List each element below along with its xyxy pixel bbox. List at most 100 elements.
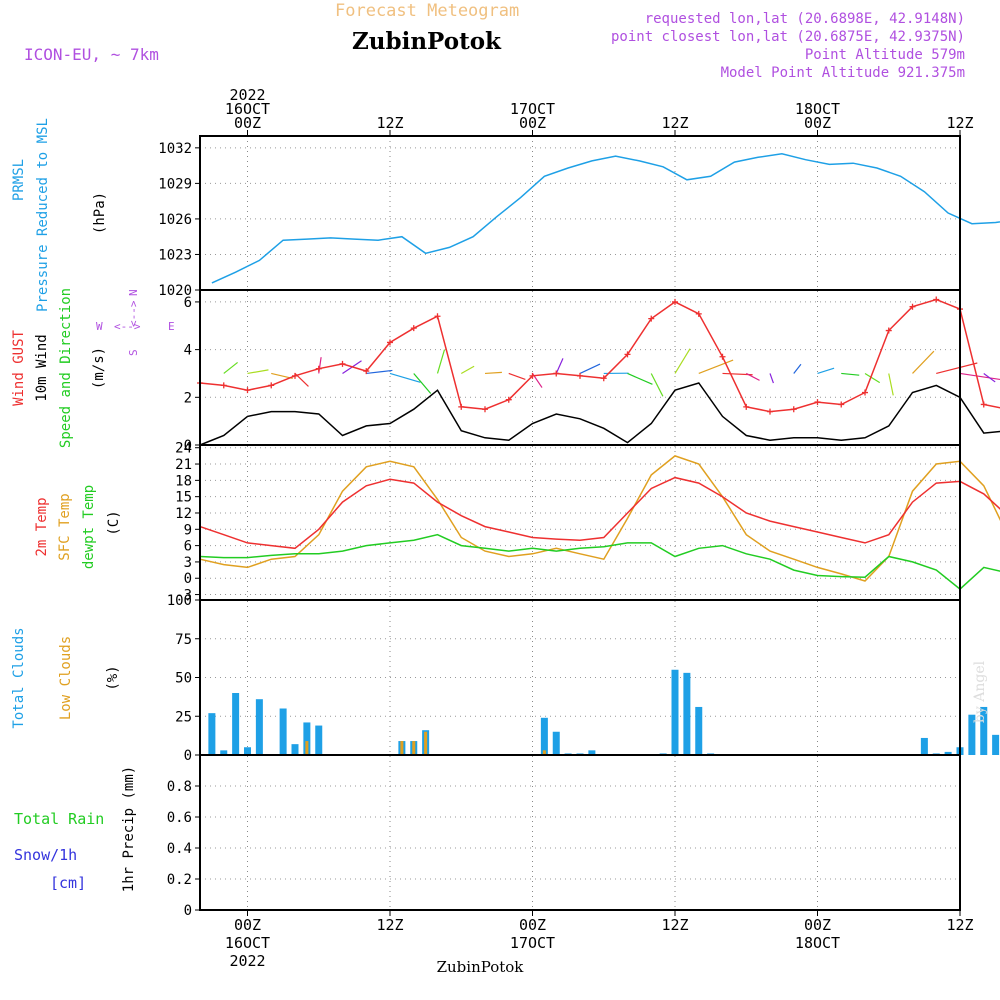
data-layer <box>197 153 1000 911</box>
ytick-label: 12 <box>175 506 192 522</box>
low-cloud-bar <box>305 741 309 755</box>
wind-direction-arrow <box>745 372 760 381</box>
wind-direction-arrow <box>484 371 502 375</box>
model-label: ICON-EU, ~ 7km <box>24 45 159 64</box>
time-tick-label-bottom: 17OCT <box>510 934 555 952</box>
wind-gust-marker <box>695 310 702 317</box>
time-tick-label-top: 16OCT <box>225 100 270 118</box>
compass-s: S <box>127 349 140 356</box>
total-cloud-bar <box>588 750 596 755</box>
wind-gust-marker <box>862 389 868 396</box>
wind-10m-line <box>199 382 1000 446</box>
compass-e: E <box>168 320 175 333</box>
time-tick-label-bottom: 00Z <box>234 916 261 934</box>
wind-gust-marker <box>600 375 607 382</box>
ytick-label: 0 <box>184 903 192 919</box>
2m-temp-line <box>199 476 1000 550</box>
wind-gust-marker <box>624 351 631 358</box>
wind-gust-marker <box>577 372 583 379</box>
wind-direction-arrow <box>959 372 1000 381</box>
compass-arrow-ns: <--> <box>127 300 140 327</box>
total-cloud-bar <box>980 706 988 755</box>
wind-direction-arrow <box>793 363 802 374</box>
time-tick-label-top: 17OCT <box>510 100 555 118</box>
ytick-label: 75 <box>175 632 192 648</box>
wind-gust-marker <box>838 401 845 408</box>
wind-gust-marker <box>885 327 892 334</box>
ytick-label: 21 <box>175 457 192 473</box>
total-cloud-bar <box>540 717 548 755</box>
time-tick-label-bottom: 12Z <box>946 916 973 934</box>
time-tick-label-top: 12Z <box>946 114 973 132</box>
time-tick-label-top: 12Z <box>376 114 403 132</box>
wind-unit: (m/s) <box>91 347 107 389</box>
wind-gust-marker <box>909 303 916 310</box>
ytick-label: 25 <box>175 709 192 725</box>
clouds-total-label: Total Clouds <box>11 627 27 728</box>
time-tick-label-top: 12Z <box>661 114 688 132</box>
wind-gust-marker <box>648 315 655 322</box>
panel-frames <box>199 135 961 911</box>
wind-gust-marker <box>814 399 821 406</box>
product-title: Forecast Meteogram <box>335 1 519 21</box>
panel-frame-precip <box>199 754 961 911</box>
wind-direction-arrow <box>817 367 835 375</box>
ytick-label: 1032 <box>158 141 192 157</box>
wind-gust-line <box>199 298 1000 413</box>
time-tick-label-top: 00Z <box>519 114 546 132</box>
pressure-label-1: PRMSL <box>11 159 27 201</box>
ytick-label: 9 <box>184 522 192 538</box>
compass-n: N <box>127 289 140 296</box>
temp-dew-label: dewpt Temp <box>81 485 97 569</box>
wind-gust-marker <box>743 403 750 410</box>
time-tick-label-bottom: 18OCT <box>795 934 840 952</box>
time-tick-label-bottom: 2022 <box>229 952 265 970</box>
total-cloud-bar <box>944 751 952 755</box>
ytick-label: 50 <box>175 671 192 687</box>
time-tick-label-top: 18OCT <box>795 100 840 118</box>
dewpt-temp-line <box>199 533 1000 591</box>
wind-direction-arrow <box>366 369 393 375</box>
ytick-label: 0.4 <box>167 841 192 857</box>
wind-compass: W <--> E <--> N S <box>96 289 175 356</box>
time-tick-label-bottom: 16OCT <box>225 934 270 952</box>
wind-direction-arrow <box>579 363 601 375</box>
station-title: ZubinPotok <box>352 28 502 55</box>
low-cloud-bar <box>400 741 404 755</box>
total-cloud-bar <box>315 725 323 755</box>
total-cloud-bar <box>303 722 311 755</box>
wind-direction-arrow <box>436 349 446 374</box>
total-cloud-bar <box>552 731 560 755</box>
wind-direction-arrow <box>936 362 978 375</box>
total-cloud-bar <box>992 734 1000 755</box>
total-cloud-bar <box>671 669 679 755</box>
total-cloud-bar <box>968 714 976 755</box>
ytick-label: 2 <box>184 390 192 406</box>
ytick-label: 100 <box>167 593 192 609</box>
ytick-label: 0 <box>184 748 192 764</box>
precip-rain-label: Total Rain <box>14 810 104 828</box>
total-cloud-bar <box>291 744 299 755</box>
requested-point: requested lon,lat (20.6898E, 42.9148N) <box>645 11 965 27</box>
precip-snow-label: Snow/1h <box>14 846 77 864</box>
wind-gust-marker <box>719 353 726 360</box>
wind-gust-marker <box>790 406 797 413</box>
temp-2m-label: 2m Temp <box>34 497 50 556</box>
ytick-label: 1026 <box>158 212 192 228</box>
wind-direction-arrow <box>769 373 774 384</box>
wind-gust-marker <box>244 387 251 394</box>
ytick-label: 4 <box>184 343 192 359</box>
wind-gust-marker <box>363 368 370 375</box>
wind-gust-label: Wind GUST <box>11 330 27 406</box>
wind-gust-marker <box>482 406 488 413</box>
ytick-label: 1020 <box>158 283 192 299</box>
panel-frame-pressure <box>199 135 961 291</box>
model-point-altitude: Model Point Altitude 921.375m <box>721 65 965 81</box>
footer-station: ZubinPotok <box>437 958 525 976</box>
time-tick-label-top: 00Z <box>234 114 261 132</box>
wind-direction-arrow <box>983 372 996 383</box>
clouds-unit: (%) <box>105 665 121 690</box>
wind-gust-marker <box>292 372 298 379</box>
wind-direction-arrow <box>508 372 526 381</box>
ytick-label: 15 <box>175 490 192 506</box>
